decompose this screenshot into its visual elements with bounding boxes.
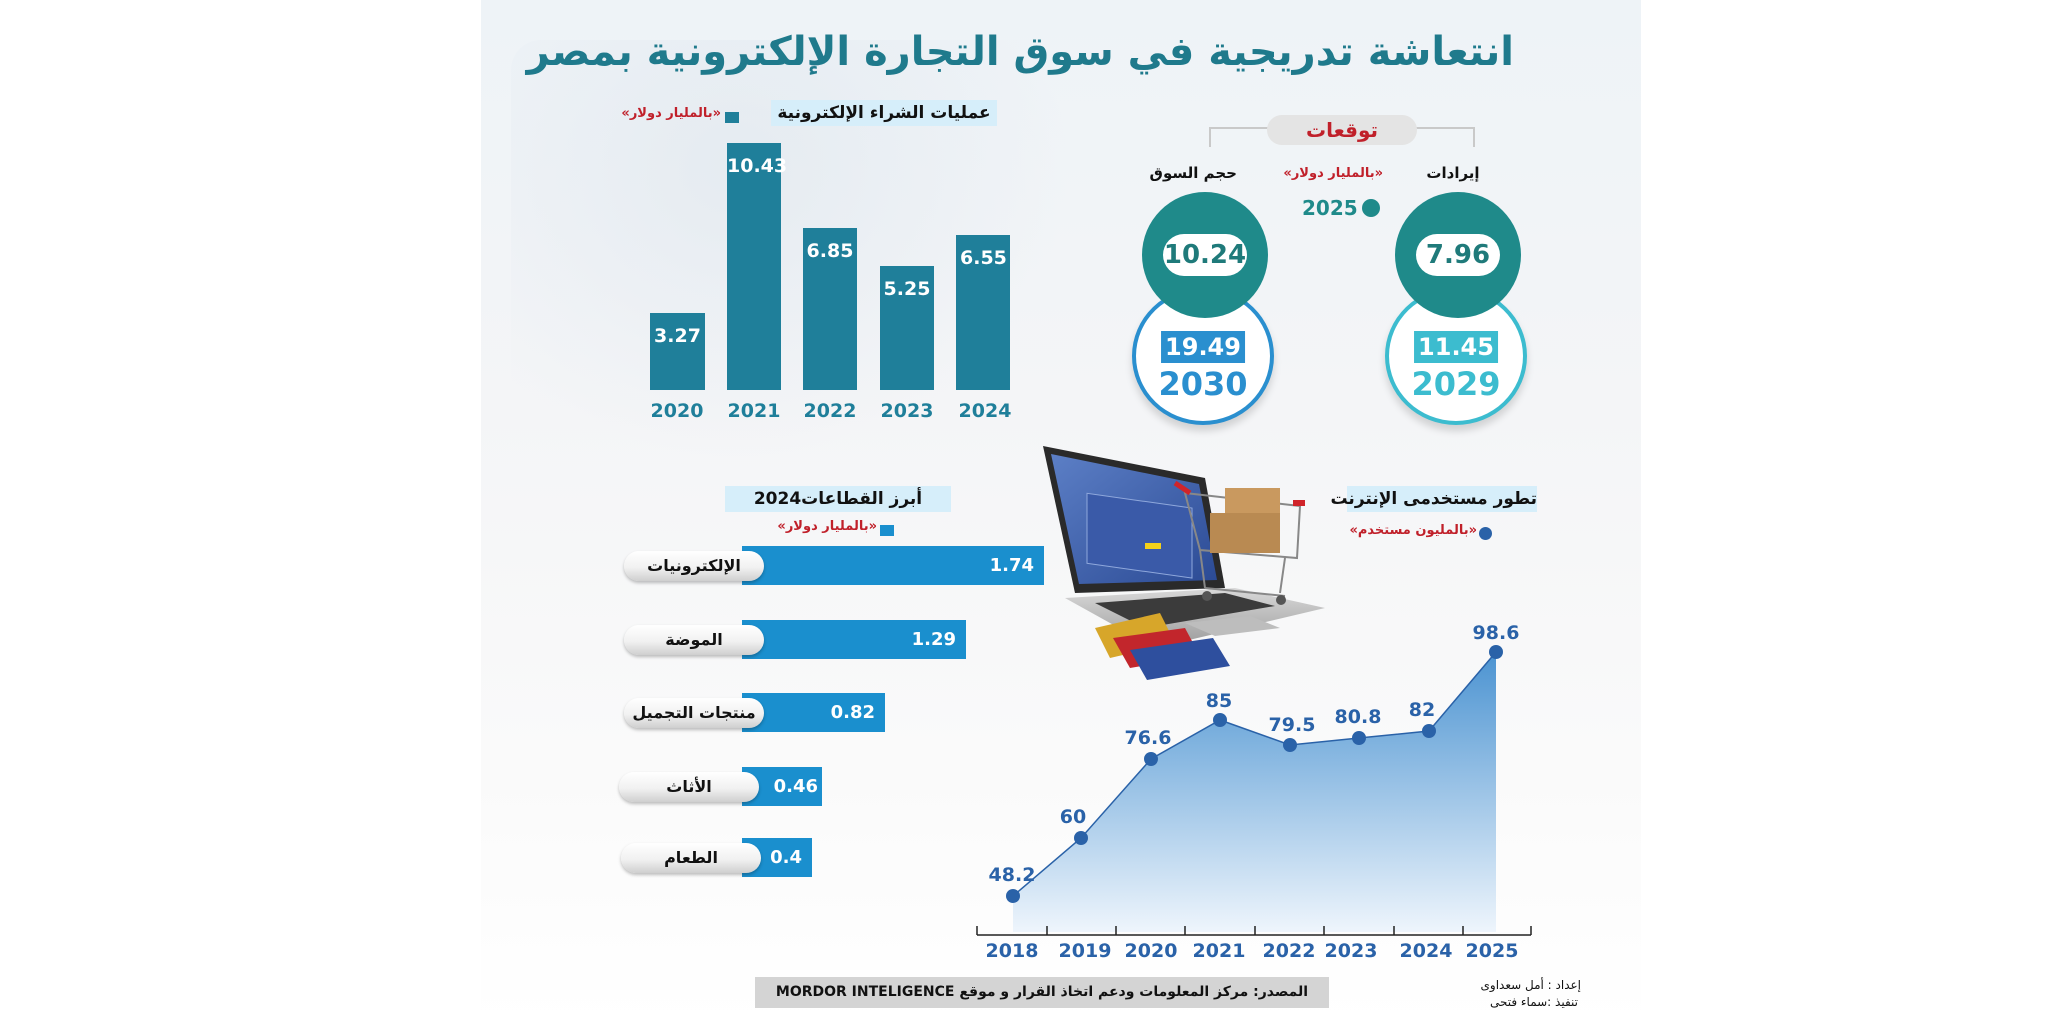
point-label-2018: 48.2 <box>988 864 1036 886</box>
point-label-2021: 85 <box>1205 690 1233 712</box>
purchases-title: عمليات الشراء الإلكترونية <box>771 100 997 126</box>
axis-year-2021: 2021 <box>1192 940 1246 962</box>
axis-year-2020: 2020 <box>1124 940 1178 962</box>
axis-year-2024: 2024 <box>1399 940 1453 962</box>
point-label-2019: 60 <box>1059 806 1087 828</box>
prepared-by-credit: إعداد : أمل سعداوى <box>1480 978 1581 992</box>
market-size-future-value: 19.49 <box>1161 331 1245 363</box>
forecast-legend-dot-icon <box>1361 199 1380 217</box>
revenue-2025-value: 7.96 <box>1416 234 1500 276</box>
point-label-2023: 80.8 <box>1334 706 1382 728</box>
forecast-title: توقعات <box>1267 115 1417 145</box>
forecast-legend: 2025 <box>1302 196 1380 220</box>
sector-label-electronics: الإلكترونيات <box>624 551 764 581</box>
infographic-panel: انتعاشة تدريجية في سوق التجارة الإلكترون… <box>481 0 1641 1024</box>
sector-bar-electronics: 1.74 <box>742 546 1044 585</box>
point-label-2020: 76.6 <box>1124 727 1172 749</box>
year-label-2023: 2023 <box>880 400 934 422</box>
internet-users-unit: «بالمليون مستخدم» <box>1349 523 1477 538</box>
market-size-label: حجم السوق <box>1149 164 1237 182</box>
internet-users-area-chart <box>976 645 1532 936</box>
sector-label-cosmetics: منتجات التجميل <box>624 698 764 728</box>
year-label-2020: 2020 <box>650 400 704 422</box>
bar-2021: 10.43 <box>727 143 787 390</box>
bar-2024: 6.55 <box>956 235 1010 390</box>
purchases-unit: «بالمليار دولار» <box>621 106 721 121</box>
sector-label-furniture: الأثاث <box>619 772 759 802</box>
market-size-future-year: 2030 <box>1158 365 1248 403</box>
designed-by-credit: تنفيذ :سماء فتحى <box>1489 995 1578 1009</box>
sector-label-fashion: الموضة <box>624 625 764 655</box>
revenue-future-value: 11.45 <box>1414 331 1498 363</box>
internet-users-legend-dot-icon <box>1479 527 1492 540</box>
bar-2020: 3.27 <box>650 313 705 390</box>
laptop-shopping-cart-illustration <box>1043 446 1325 680</box>
bar-2022: 6.85 <box>803 228 857 390</box>
year-label-2024: 2024 <box>958 400 1012 422</box>
revenue-future-year: 2029 <box>1411 365 1501 403</box>
page-title: انتعاشة تدريجية في سوق التجارة الإلكترون… <box>526 29 1514 75</box>
market-size-2025-circle: 10.24 <box>1142 192 1268 318</box>
sector-bar-fashion: 1.29 <box>742 620 966 659</box>
axis-year-2018: 2018 <box>985 940 1039 962</box>
revenue-label: إيرادات <box>1426 164 1480 182</box>
internet-users-title: تطور مستخدمى الإنترنت <box>1330 486 1537 512</box>
sector-bar-cosmetics: 0.82 <box>742 693 885 732</box>
sector-label-food: الطعام <box>621 843 761 873</box>
axis-year-2019: 2019 <box>1058 940 1112 962</box>
purchases-legend-square-icon <box>725 112 739 123</box>
revenue-2025-circle: 7.96 <box>1395 192 1521 318</box>
sectors-legend-square-icon <box>880 525 894 536</box>
point-label-2022: 79.5 <box>1268 714 1316 736</box>
point-label-2025: 98.6 <box>1472 622 1520 644</box>
forecast-legend-year: 2025 <box>1302 196 1358 220</box>
axis-year-2025: 2025 <box>1465 940 1519 962</box>
bar-2023: 5.25 <box>880 266 934 390</box>
forecast-unit: «بالمليار دولار» <box>1283 166 1383 181</box>
year-label-2022: 2022 <box>803 400 857 422</box>
point-label-2024: 82 <box>1408 699 1436 721</box>
market-size-2025-value: 10.24 <box>1163 234 1247 276</box>
sectors-title: أبرز القطاعات2024 <box>725 486 951 512</box>
source-note: المصدر: مركز المعلومات ودعم اتخاذ القرار… <box>755 977 1329 1008</box>
axis-year-2023: 2023 <box>1324 940 1378 962</box>
sectors-unit: «بالمليار دولار» <box>777 519 877 534</box>
axis-year-2022: 2022 <box>1262 940 1316 962</box>
year-label-2021: 2021 <box>727 400 781 422</box>
